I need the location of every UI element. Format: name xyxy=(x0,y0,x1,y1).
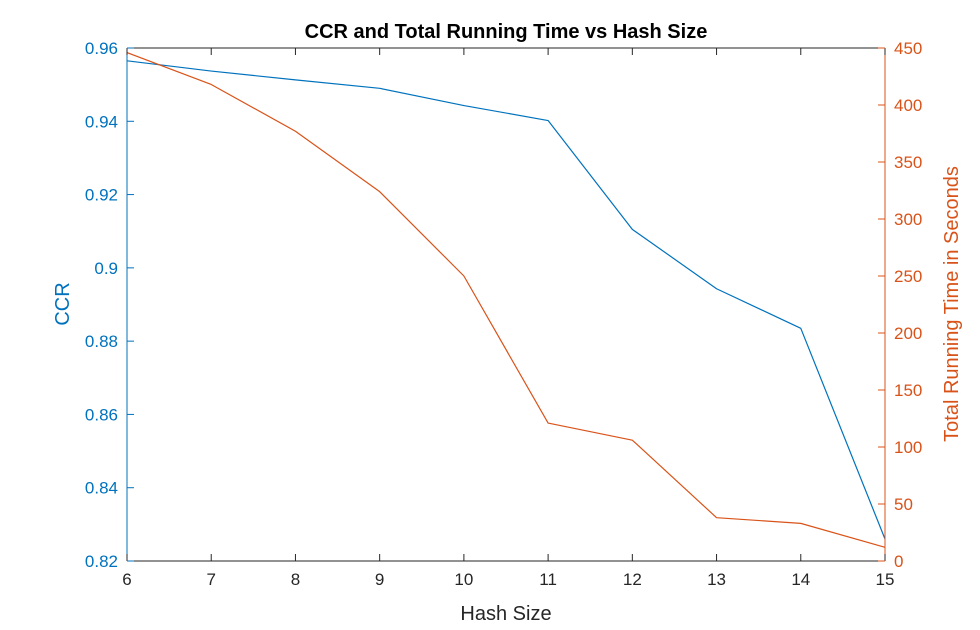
y-right-tick-label: 200 xyxy=(894,324,922,343)
axes-layer: 6 7 8 9 10 11 12 13 14 15 0.82 0.84 0.86 0.88 0.9 0.92 0… xyxy=(85,39,922,589)
y-right-tick-label: 350 xyxy=(894,153,922,172)
x-tick-label: 6 xyxy=(122,570,131,589)
x-tick-label: 15 xyxy=(876,570,895,589)
x-tick-label: 9 xyxy=(375,570,384,589)
y-left-tick-label: 0.96 xyxy=(85,39,118,58)
plot-area xyxy=(127,48,885,561)
y-left-tick-label: 0.84 xyxy=(85,479,118,498)
x-tick-label: 13 xyxy=(707,570,726,589)
y-right-tick-label: 100 xyxy=(894,438,922,457)
x-tick-label: 8 xyxy=(291,570,300,589)
y-right-tick-label: 150 xyxy=(894,381,922,400)
y-left-tick-label: 0.86 xyxy=(85,405,118,424)
y-axis-left-label: CCR xyxy=(52,282,74,325)
x-tick-label: 14 xyxy=(791,570,810,589)
x-axis-label: Hash Size xyxy=(460,603,551,625)
y-left-tick-label: 0.94 xyxy=(85,112,118,131)
y-left-tick-label: 0.88 xyxy=(85,332,118,351)
y-axis-right-label: Total Running Time in Seconds xyxy=(941,166,963,442)
x-tick-label: 7 xyxy=(206,570,215,589)
chart-title: CCR and Total Running Time vs Hash Size xyxy=(305,21,708,43)
y-right-tick-label: 450 xyxy=(894,39,922,58)
y-left-tick-label: 0.82 xyxy=(85,552,118,571)
y-right-tick-label: 400 xyxy=(894,96,922,115)
ccr-series-line xyxy=(126,60,886,540)
series-layer xyxy=(126,51,886,548)
running-time-series-line xyxy=(126,51,886,548)
y-right-tick-label: 0 xyxy=(894,552,903,571)
x-tick-label: 11 xyxy=(539,570,557,589)
y-right-tick-label: 250 xyxy=(894,267,922,286)
x-tick-label: 10 xyxy=(454,570,473,589)
y-right-tick-label: 300 xyxy=(894,210,922,229)
x-tick-label: 12 xyxy=(623,570,642,589)
y-left-tick-label: 0.92 xyxy=(85,186,118,205)
y-right-tick-label: 50 xyxy=(894,495,913,514)
y-left-tick-label: 0.9 xyxy=(94,259,118,278)
